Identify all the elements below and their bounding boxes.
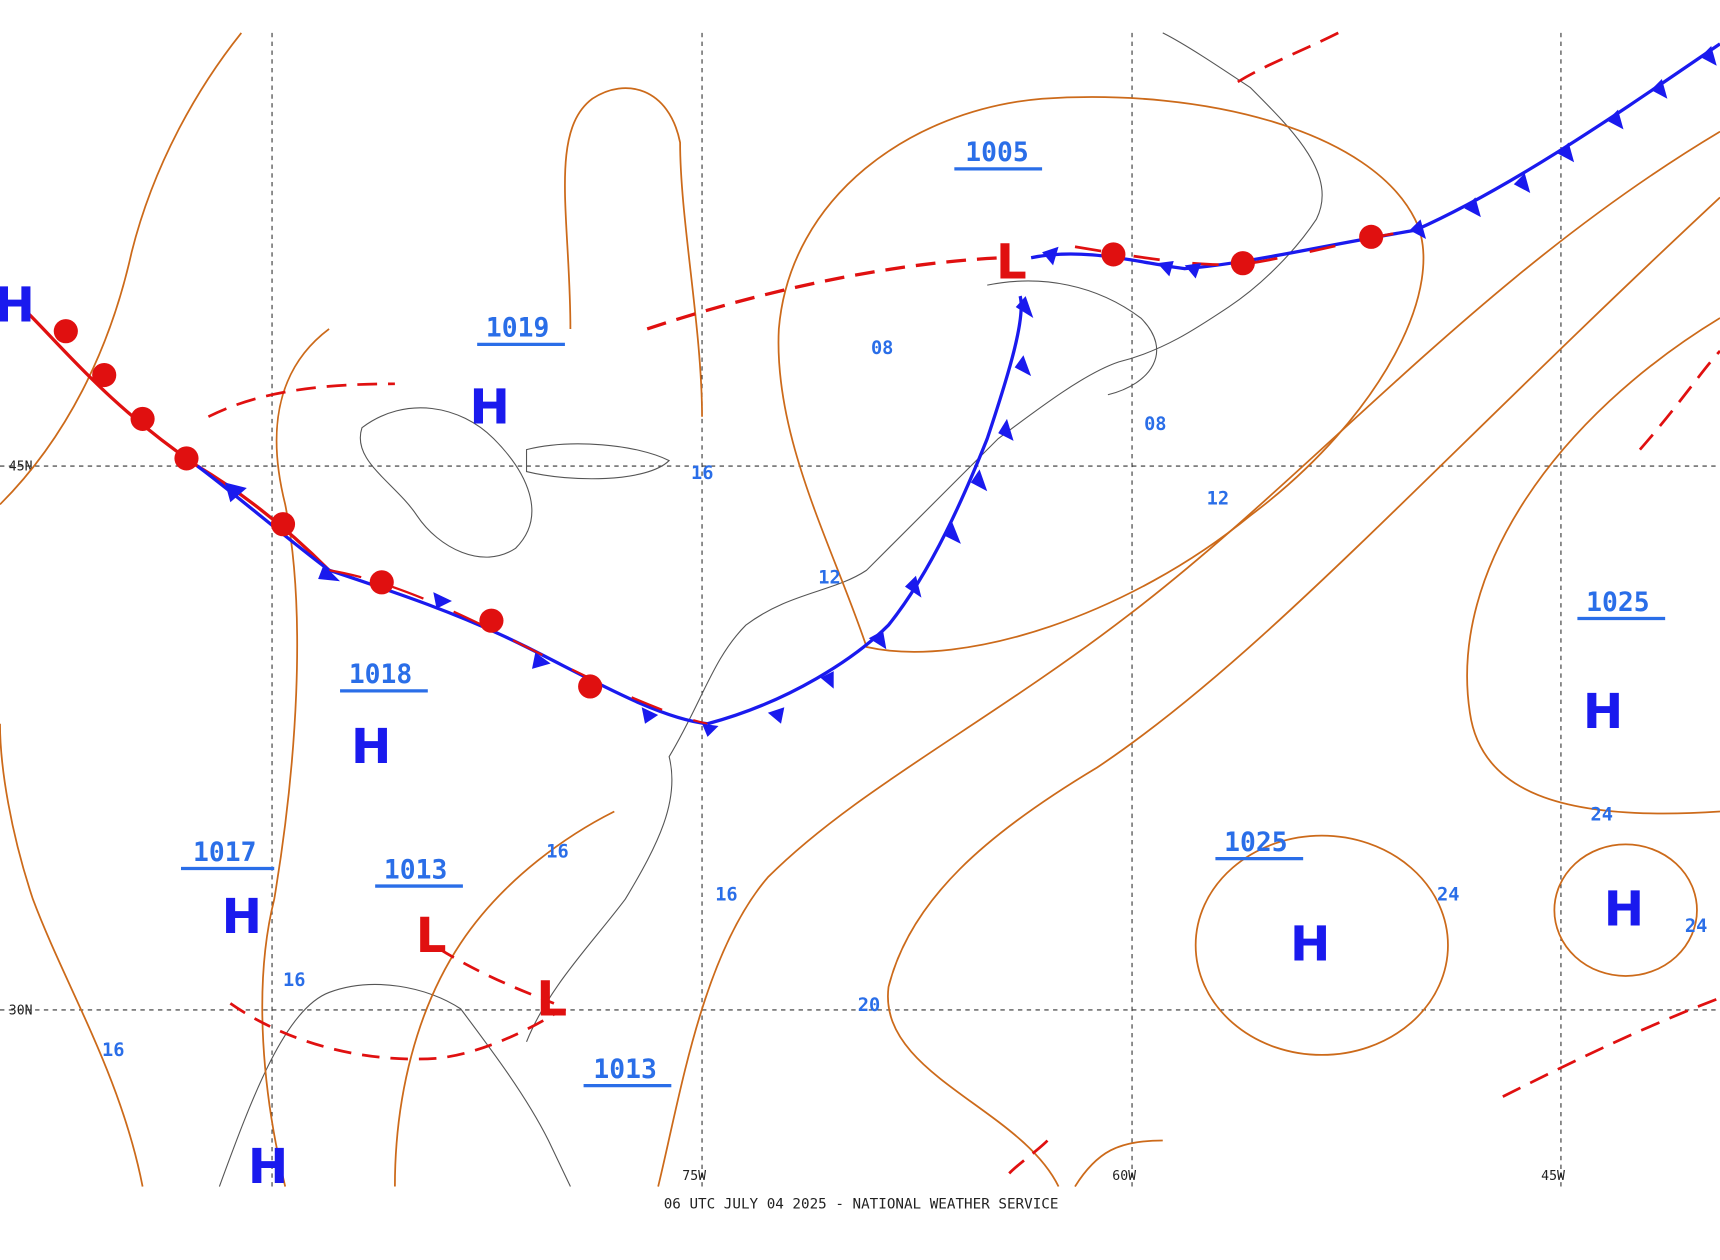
grid-label: 30N (9, 1003, 33, 1018)
isobar-label: 20 (858, 995, 880, 1016)
isobar-label: 16 (102, 1040, 124, 1061)
central-pressure: 1018 (349, 660, 412, 690)
central-pressure: 1017 (193, 838, 256, 868)
high-symbol: H (1583, 684, 1623, 740)
high-symbol: H (222, 889, 262, 945)
low-symbol: L (996, 235, 1027, 291)
grid-label: 45N (9, 459, 33, 474)
grid-label: 75W (682, 1169, 706, 1184)
lat-lon-grid (0, 32, 1720, 1187)
isobars (0, 32, 1720, 1187)
grid-label: 45W (1541, 1169, 1565, 1184)
fronts (26, 31, 1720, 1175)
central-pressure: 1025 (1586, 588, 1649, 618)
isobar-label: 16 (546, 842, 568, 863)
isobar-label: 24 (1591, 804, 1613, 825)
central-pressure: 1005 (965, 138, 1028, 168)
high-symbol: H (469, 379, 509, 435)
isobar-label: 16 (691, 463, 713, 484)
high-symbol: H (1604, 882, 1644, 938)
central-pressure: 1013 (384, 855, 447, 885)
isobar-label: 12 (818, 567, 840, 588)
high-symbol: H (248, 1139, 288, 1195)
low-symbol: L (416, 908, 447, 964)
central-pressure: 1025 (1224, 828, 1287, 858)
isobar-label: 08 (871, 338, 893, 359)
low-symbol: L (536, 971, 567, 1027)
isobar-label: 24 (1437, 884, 1459, 905)
lake-outline (359, 407, 671, 558)
grid-label: 60W (1112, 1169, 1136, 1184)
isobar-label: 24 (1685, 916, 1707, 937)
isobar-label: 16 (283, 970, 305, 991)
central-pressure: 1013 (593, 1055, 656, 1085)
isobar-label: 12 (1207, 488, 1229, 509)
pressure-underlines (180, 167, 1666, 1088)
footer: 06 UTC JULY 04 2025 - NATIONAL WEATHER S… (664, 1196, 1059, 1212)
coastline (218, 32, 1323, 1187)
high-symbol: H (1290, 917, 1330, 973)
high-symbol: H (0, 277, 35, 333)
high-symbol: H (351, 719, 391, 775)
isobar-label: 16 (715, 884, 737, 905)
isobar-label: 08 (1144, 414, 1166, 435)
central-pressure: 1019 (486, 314, 549, 344)
